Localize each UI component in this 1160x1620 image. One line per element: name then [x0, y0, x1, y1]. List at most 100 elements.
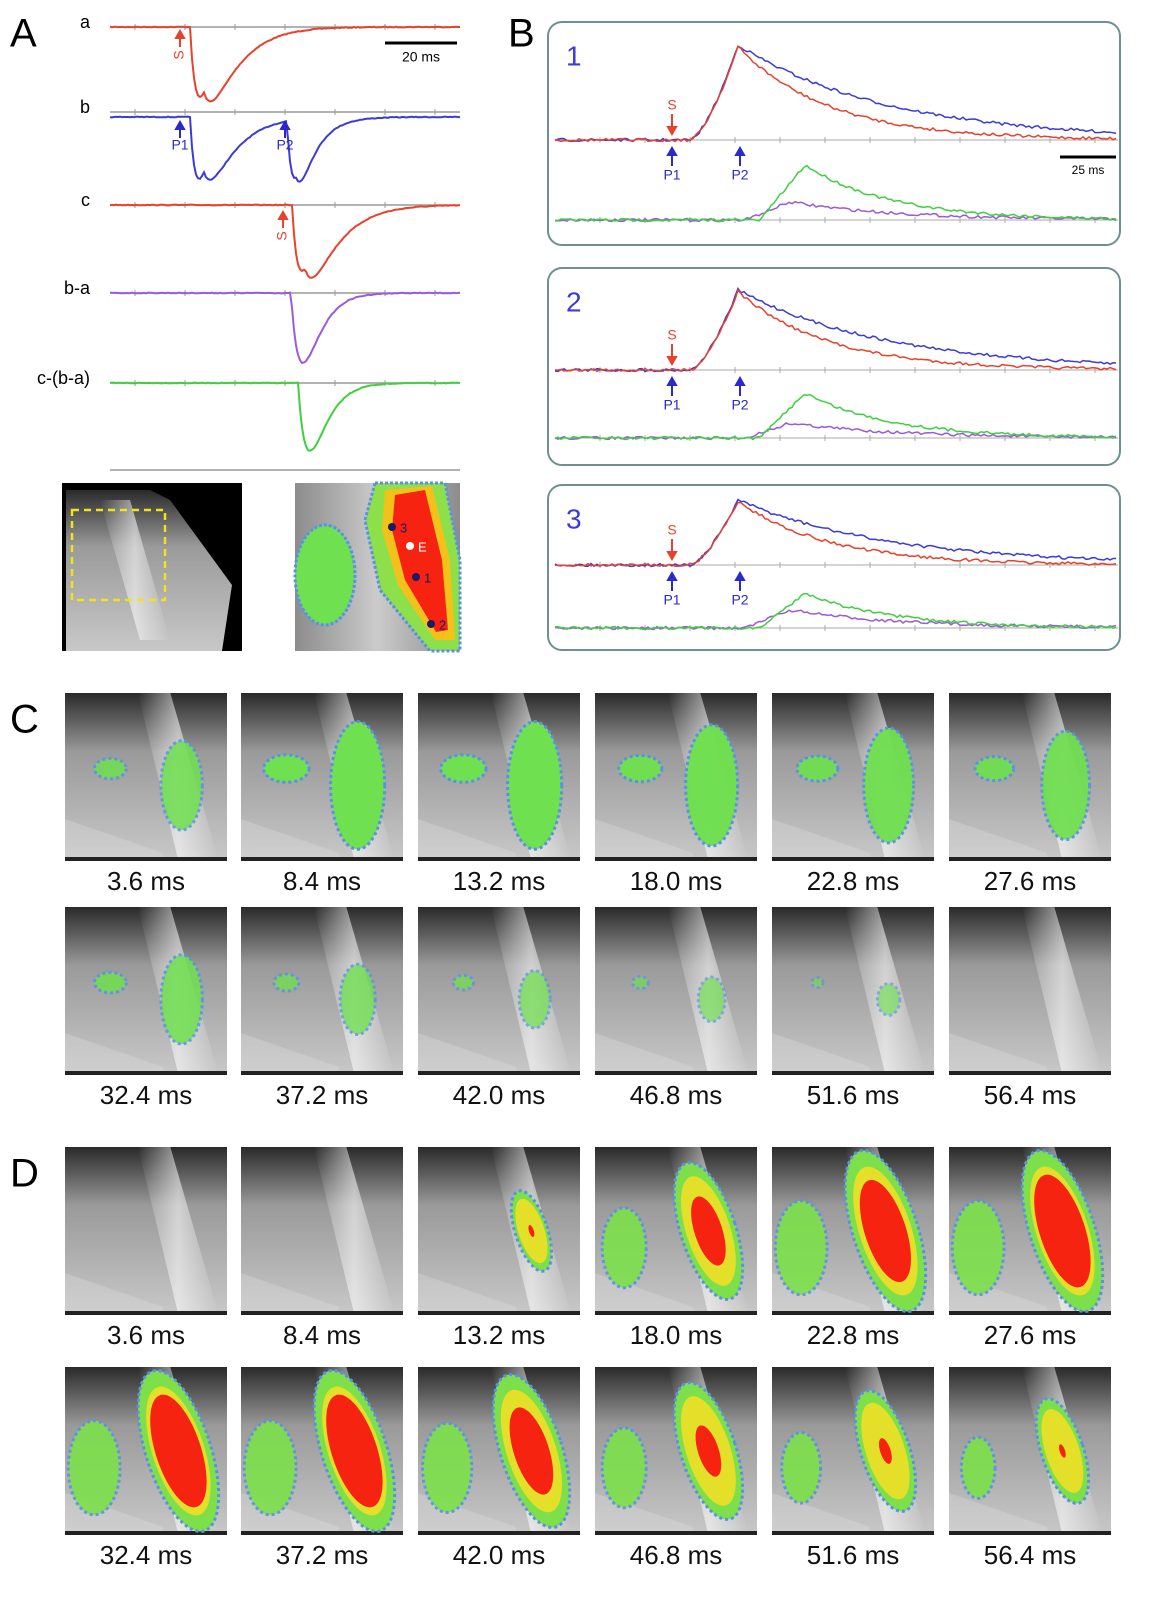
frame-edge: [595, 857, 757, 861]
frame-time: 22.8 ms: [807, 1320, 900, 1350]
map-point: [388, 523, 396, 531]
trace-label: a: [80, 12, 91, 32]
frame-edge: [65, 1071, 227, 1075]
frame-time: 37.2 ms: [276, 1080, 369, 1110]
inset-number: 2: [566, 286, 582, 317]
trace: [110, 383, 460, 451]
activity-blob: [686, 725, 738, 846]
frame-time: 8.4 ms: [283, 866, 361, 896]
map-point-label: E: [418, 539, 427, 554]
frame-time: 32.4 ms: [100, 1540, 193, 1570]
frame-edge: [65, 857, 227, 861]
arrow: [736, 573, 744, 591]
frame-time: 37.2 ms: [276, 1540, 369, 1570]
activity-blob: [94, 972, 126, 992]
frame-edge: [241, 1071, 403, 1075]
frame-edge: [241, 857, 403, 861]
arrow: [668, 148, 676, 166]
frame-edge: [772, 1531, 934, 1535]
frame-edge: [65, 1311, 227, 1315]
activity-blob: [453, 975, 473, 990]
arrow: [668, 378, 676, 396]
map-point-label: 1: [424, 570, 431, 585]
map-point: [406, 542, 414, 550]
arrow: [279, 212, 287, 228]
activity-blob: [161, 741, 202, 830]
frame-edge: [418, 1071, 580, 1075]
frame-edge: [772, 1071, 934, 1075]
trace: [555, 395, 1116, 440]
activity-blob: [508, 722, 562, 850]
arrow-label: P2: [731, 592, 748, 608]
trace: [555, 166, 1116, 222]
map-point-label: 3: [400, 520, 407, 535]
activity-blob: [244, 1421, 296, 1515]
inset-number: 1: [566, 40, 582, 71]
activity-blob: [698, 977, 725, 1022]
frame-time: 8.4 ms: [283, 1320, 361, 1350]
arrow-label: S: [667, 97, 676, 113]
frame-time: 3.6 ms: [107, 1320, 185, 1350]
page: { "panel_A": {"label": "A", "traces": [{…: [0, 0, 1160, 1620]
arrow: [668, 539, 676, 559]
inset-number: 3: [566, 503, 582, 534]
frame-time: 46.8 ms: [630, 1540, 723, 1570]
frame-edge: [418, 1311, 580, 1315]
activity-blob: [331, 722, 385, 850]
frame-edge: [241, 1311, 403, 1315]
activity-blob: [1042, 731, 1090, 840]
arrow-label: S: [667, 522, 676, 538]
frame-time: 51.6 ms: [807, 1080, 900, 1110]
activity-blob: [975, 757, 1014, 781]
arrow-label: P1: [171, 137, 188, 153]
frame-time: 13.2 ms: [453, 866, 546, 896]
activity-blob: [161, 955, 202, 1044]
arrow: [176, 31, 184, 47]
activity-blob: [797, 756, 838, 781]
frame-time: 22.8 ms: [807, 866, 900, 896]
frame-time: 32.4 ms: [100, 1080, 193, 1110]
frame-time: 18.0 ms: [630, 1320, 723, 1350]
frame-edge: [595, 1071, 757, 1075]
frame-edge: [949, 857, 1111, 861]
activity-blob: [602, 1208, 646, 1288]
trace-label: c: [81, 190, 90, 210]
frame-edge: [418, 1531, 580, 1535]
activity-blob: [812, 978, 823, 988]
activity-blob: [632, 976, 648, 988]
activity-blob: [952, 1201, 1004, 1295]
frame-edge: [595, 1531, 757, 1535]
arrow: [668, 114, 676, 134]
activity-blob: [441, 755, 486, 783]
scale-bar-label: 20 ms: [402, 49, 440, 65]
frame-time: 56.4 ms: [984, 1080, 1077, 1110]
activity-blob: [340, 964, 375, 1034]
map-point: [412, 573, 420, 581]
trace: [555, 289, 1116, 372]
trace-label: b-a: [64, 278, 91, 298]
activity-blob: [274, 974, 299, 991]
arrow-label: P2: [276, 137, 293, 153]
frame-edge: [772, 857, 934, 861]
arrow: [736, 148, 744, 166]
trace: [110, 293, 460, 363]
arrow: [668, 344, 676, 364]
frame-time: 51.6 ms: [807, 1540, 900, 1570]
arrow-label: P1: [663, 592, 680, 608]
frame-time: 42.0 ms: [453, 1080, 546, 1110]
frame-edge: [949, 1071, 1111, 1075]
arrow: [668, 573, 676, 591]
frame-time: 3.6 ms: [107, 866, 185, 896]
activity-blob: [295, 525, 355, 625]
arrow-label: S: [667, 327, 676, 343]
activity-blob: [864, 728, 914, 843]
frame-edge: [418, 857, 580, 861]
frame-time: 56.4 ms: [984, 1540, 1077, 1570]
frame-time: 46.8 ms: [630, 1080, 723, 1110]
arrow-label: P1: [663, 167, 680, 183]
activity-blob: [423, 1423, 472, 1512]
trace-label: c-(b-a): [37, 368, 90, 388]
activity-blob: [94, 758, 126, 778]
trace: [555, 594, 1116, 630]
frame-time: 13.2 ms: [453, 1320, 546, 1350]
